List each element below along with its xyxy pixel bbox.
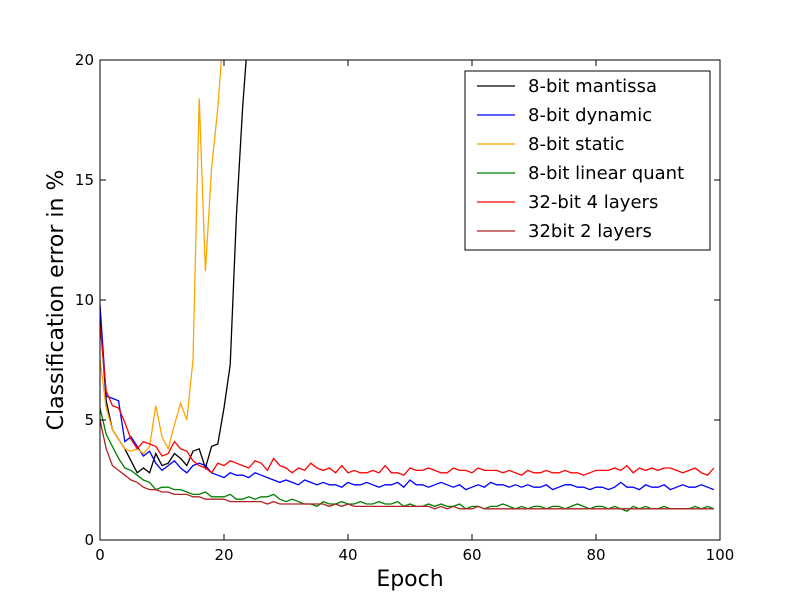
legend: 8-bit mantissa 8-bit dynamic 8-bit static 8… [464,70,711,251]
y-tick-label: 10 [75,291,94,309]
x-tick-label: 20 [214,546,233,564]
x-tick-label: 100 [706,546,735,564]
series-line-2 [100,304,715,491]
series-line-1 [100,60,247,474]
x-tick-label: 40 [338,546,357,564]
y-tick-label: 15 [75,171,94,189]
x-axis-label: Epoch [376,567,443,592]
series-line-3 [100,60,222,455]
y-tick-label: 5 [84,411,94,429]
legend-label: 8-bit mantissa [528,76,657,97]
legend-label: 8-bit static [528,134,625,155]
series-layer [100,60,715,512]
legend-label: 32-bit 4 layers [528,192,658,213]
legend-box [464,70,711,251]
x-tick-label: 80 [586,546,605,564]
y-tick-label: 0 [84,531,94,549]
x-tick-label: 0 [95,546,105,564]
series-line-6 [100,419,714,510]
x-tick-label: 60 [462,546,481,564]
legend-label: 8-bit dynamic [528,105,652,126]
ticks-layer: 0 20 40 60 80 100 0 5 10 15 20 [75,51,734,564]
series-line-4 [100,407,715,512]
y-axis-label: Classification error in % [44,170,69,431]
legend-label: 32bit 2 layers [528,221,652,242]
series-line-5 [100,323,715,476]
legend-label: 8-bit linear quant [528,163,684,184]
y-tick-label: 20 [75,51,94,69]
